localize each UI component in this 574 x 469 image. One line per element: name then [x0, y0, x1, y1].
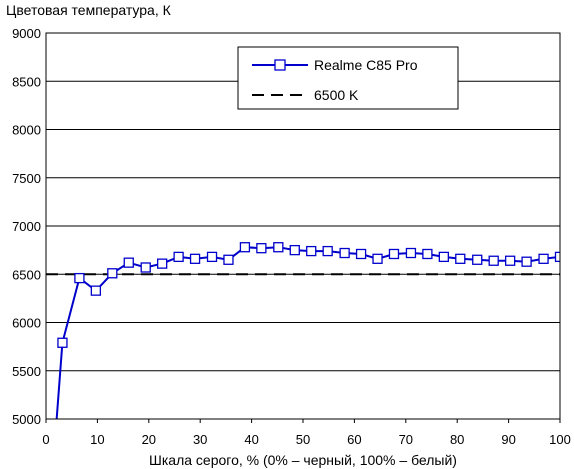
y-tick-label: 6500 — [12, 267, 41, 282]
series-layer — [51, 242, 560, 419]
y-tick-label: 5500 — [12, 364, 41, 379]
legend: Realme C85 Pro 6500 K — [237, 46, 459, 110]
x-tick-label: 30 — [193, 432, 207, 447]
data-point-marker — [339, 247, 350, 259]
y-tick-label: 8000 — [12, 123, 41, 138]
legend-box — [237, 46, 459, 110]
data-point-marker — [372, 253, 383, 264]
data-point-marker — [355, 248, 367, 260]
y-tick-label: 5000 — [12, 412, 41, 427]
x-tick-label: 50 — [296, 432, 310, 447]
data-point-marker — [239, 242, 251, 253]
data-point-marker — [51, 418, 62, 419]
y-tick-labels: 5000 5500 6000 6500 7000 7500 8000 8500 9000 — [12, 26, 41, 427]
data-point-marker — [306, 245, 317, 257]
data-point-marker — [455, 253, 466, 264]
x-tick-labels: 0 10 20 30 40 50 60 70 80 90 100 — [42, 419, 571, 447]
y-tick-label: 8500 — [12, 74, 41, 89]
data-point-marker — [223, 254, 234, 265]
data-point-marker — [538, 253, 549, 264]
data-point-marker — [504, 255, 516, 266]
grid-layer — [46, 80, 560, 372]
data-point-marker — [157, 258, 168, 269]
y-tick-label: 7000 — [12, 219, 41, 234]
x-tick-label: 20 — [142, 432, 156, 447]
y-tick-label: 9000 — [12, 26, 41, 41]
data-point-marker — [472, 254, 483, 265]
data-point-marker — [107, 268, 118, 279]
legend-label-reference: 6500 K — [314, 87, 359, 103]
x-tick-label: 90 — [501, 432, 515, 447]
data-point-marker — [438, 251, 449, 263]
x-tick-label: 0 — [42, 432, 49, 447]
y-tick-label: 7500 — [12, 171, 41, 186]
y-axis-title: Цветовая температура, К — [6, 2, 172, 18]
y-tick-label: 6000 — [12, 316, 41, 331]
x-tick-label: 80 — [450, 432, 464, 447]
x-tick-label: 10 — [90, 432, 104, 447]
data-point-marker — [74, 272, 85, 284]
data-point-marker — [256, 243, 267, 254]
data-point-marker — [90, 285, 102, 296]
data-point-marker — [405, 247, 417, 259]
data-point-marker — [140, 262, 151, 273]
data-point-marker — [322, 245, 333, 257]
data-point-marker — [521, 256, 532, 267]
data-point-marker — [422, 248, 433, 260]
data-point-marker — [554, 251, 560, 263]
data-point-marker — [289, 244, 300, 256]
x-tick-label: 70 — [399, 432, 413, 447]
data-point-marker — [173, 251, 184, 263]
x-tick-label: 60 — [347, 432, 361, 447]
x-tick-label: 100 — [549, 432, 571, 447]
legend-marker-square — [274, 59, 286, 71]
data-point-marker — [57, 337, 68, 348]
data-point-marker — [189, 253, 201, 264]
data-point-marker — [273, 242, 284, 253]
data-point-marker — [488, 255, 499, 266]
data-point-marker — [206, 251, 218, 263]
x-axis-title: Шкала серого, % (0% – черный, 100% – бел… — [149, 452, 457, 468]
x-tick-label: 40 — [244, 432, 258, 447]
legend-label-series: Realme C85 Pro — [314, 57, 418, 73]
data-point-marker — [388, 248, 400, 260]
data-point-marker — [123, 257, 134, 268]
